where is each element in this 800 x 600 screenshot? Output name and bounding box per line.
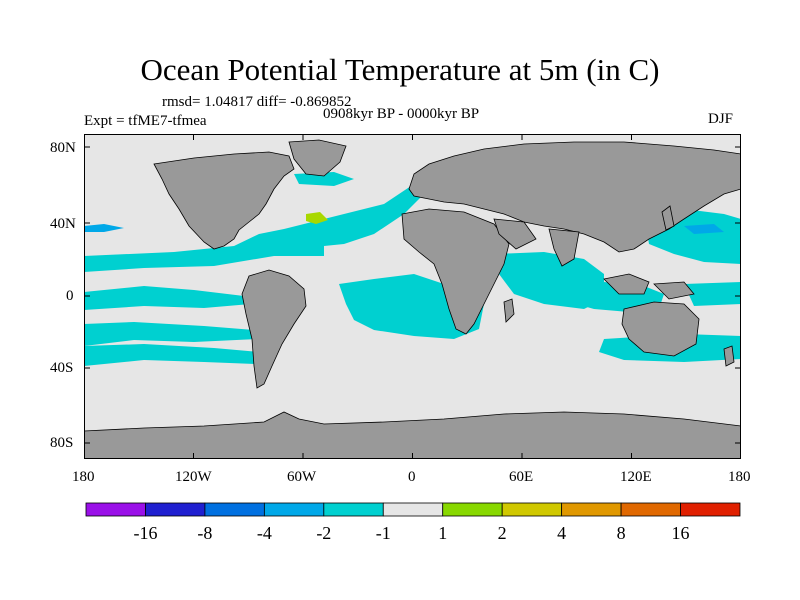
colorbar-label: -16 (133, 523, 157, 543)
colorbar-swatch (501, 502, 563, 517)
warm-anomaly-region (306, 212, 328, 224)
colorbar-swatch (382, 502, 444, 517)
colorbar-swatch (204, 502, 265, 517)
chart-title: Ocean Potential Temperature at 5m (in C) (140, 52, 660, 87)
world-map (83, 134, 742, 460)
colorbar-label: 2 (498, 523, 507, 543)
lat-label-80n: 80N (50, 140, 76, 156)
lat-label-40s: 40S (50, 360, 74, 376)
lon-label-0: 0 (408, 469, 416, 485)
colorbar-swatch (620, 502, 681, 517)
colorbar-swatch (263, 502, 325, 517)
lat-label-80s: 80S (50, 435, 74, 451)
colorbar-label: -1 (376, 523, 391, 543)
lon-label-60w: 60W (287, 469, 317, 485)
colorbar-swatch (561, 502, 622, 517)
colorbar-label: -2 (316, 523, 331, 543)
lat-label-40n: 40N (50, 216, 76, 232)
lon-label-180e: 180 (728, 469, 751, 485)
lon-label-120e: 120E (620, 469, 652, 485)
experiment-label: Expt = tfME7-tfmea (84, 113, 207, 129)
map-canvas (83, 134, 742, 460)
map-ticks (83, 134, 742, 459)
period-label: 0908kyr BP - 0000kyr BP (323, 106, 480, 122)
colorbar-swatch (442, 502, 503, 517)
colorbar-swatch (145, 502, 206, 517)
lon-label-180w: 180 (72, 469, 95, 485)
colorbar-label: 8 (617, 523, 626, 543)
colorbar-label: -4 (257, 523, 272, 543)
stats-line: rmsd= 1.04817 diff= -0.869852 (162, 94, 352, 110)
colorbar-swatch (680, 502, 741, 517)
colorbar-label: 16 (672, 523, 690, 543)
colorbar-swatch (323, 502, 384, 517)
lon-label-60e: 60E (509, 469, 534, 485)
colorbar-label: 4 (557, 523, 566, 543)
colorbar-label: 1 (438, 523, 447, 543)
lon-label-120w: 120W (175, 469, 212, 485)
land-masses (83, 139, 742, 460)
colorbar: -16 -8 -4 -2 -1 1 2 4 8 16 (85, 502, 741, 543)
season-label: DJF (708, 111, 734, 127)
lat-label-0: 0 (66, 288, 74, 304)
colorbar-label: -8 (197, 523, 212, 543)
colorbar-swatch (85, 502, 146, 517)
